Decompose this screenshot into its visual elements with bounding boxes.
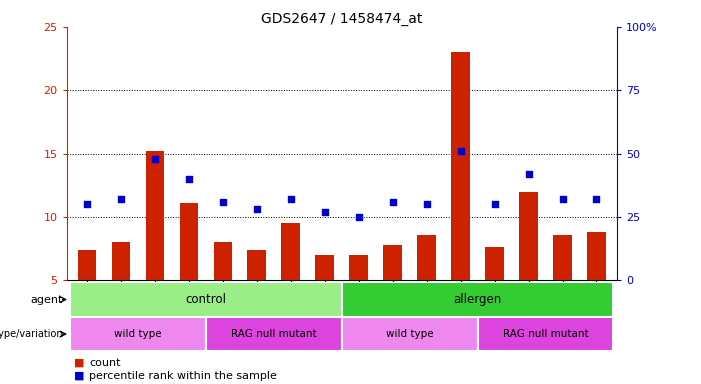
Point — [81, 201, 93, 207]
Text: wild type: wild type — [386, 329, 433, 339]
Point — [149, 156, 161, 162]
Text: RAG null mutant: RAG null mutant — [231, 329, 317, 339]
Point — [387, 199, 398, 205]
Point — [489, 201, 501, 207]
Text: control: control — [185, 293, 226, 306]
Text: agent: agent — [31, 295, 63, 305]
Bar — [315, 255, 334, 280]
Text: percentile rank within the sample: percentile rank within the sample — [89, 371, 277, 381]
Point — [251, 206, 262, 212]
Bar — [383, 245, 402, 280]
Point — [455, 148, 466, 154]
Bar — [111, 242, 130, 280]
Bar — [214, 242, 232, 280]
Bar — [342, 317, 477, 351]
Bar — [179, 203, 198, 280]
Bar — [587, 232, 606, 280]
Bar — [485, 247, 504, 280]
Bar — [349, 255, 368, 280]
Text: wild type: wild type — [114, 329, 162, 339]
Bar — [417, 235, 436, 280]
Text: ■: ■ — [74, 358, 84, 368]
Bar — [247, 250, 266, 280]
Point — [116, 196, 127, 202]
Point — [183, 176, 194, 182]
Bar — [78, 250, 96, 280]
Bar — [70, 282, 342, 317]
Point — [319, 209, 330, 215]
Text: RAG null mutant: RAG null mutant — [503, 329, 588, 339]
Point — [557, 196, 568, 202]
Text: ■: ■ — [74, 371, 84, 381]
Bar — [342, 282, 613, 317]
Point — [421, 201, 433, 207]
Point — [217, 199, 229, 205]
Point — [285, 196, 297, 202]
Point — [523, 171, 534, 177]
Bar — [477, 317, 613, 351]
Bar — [70, 317, 206, 351]
Bar — [146, 151, 164, 280]
Text: count: count — [89, 358, 121, 368]
Bar — [281, 223, 300, 280]
Point — [353, 214, 365, 220]
Title: GDS2647 / 1458474_at: GDS2647 / 1458474_at — [261, 12, 423, 26]
Point — [591, 196, 602, 202]
Text: genotype/variation: genotype/variation — [0, 329, 63, 339]
Text: allergen: allergen — [454, 293, 502, 306]
Bar — [206, 317, 342, 351]
Bar — [553, 235, 572, 280]
Bar — [451, 52, 470, 280]
Bar — [519, 192, 538, 280]
